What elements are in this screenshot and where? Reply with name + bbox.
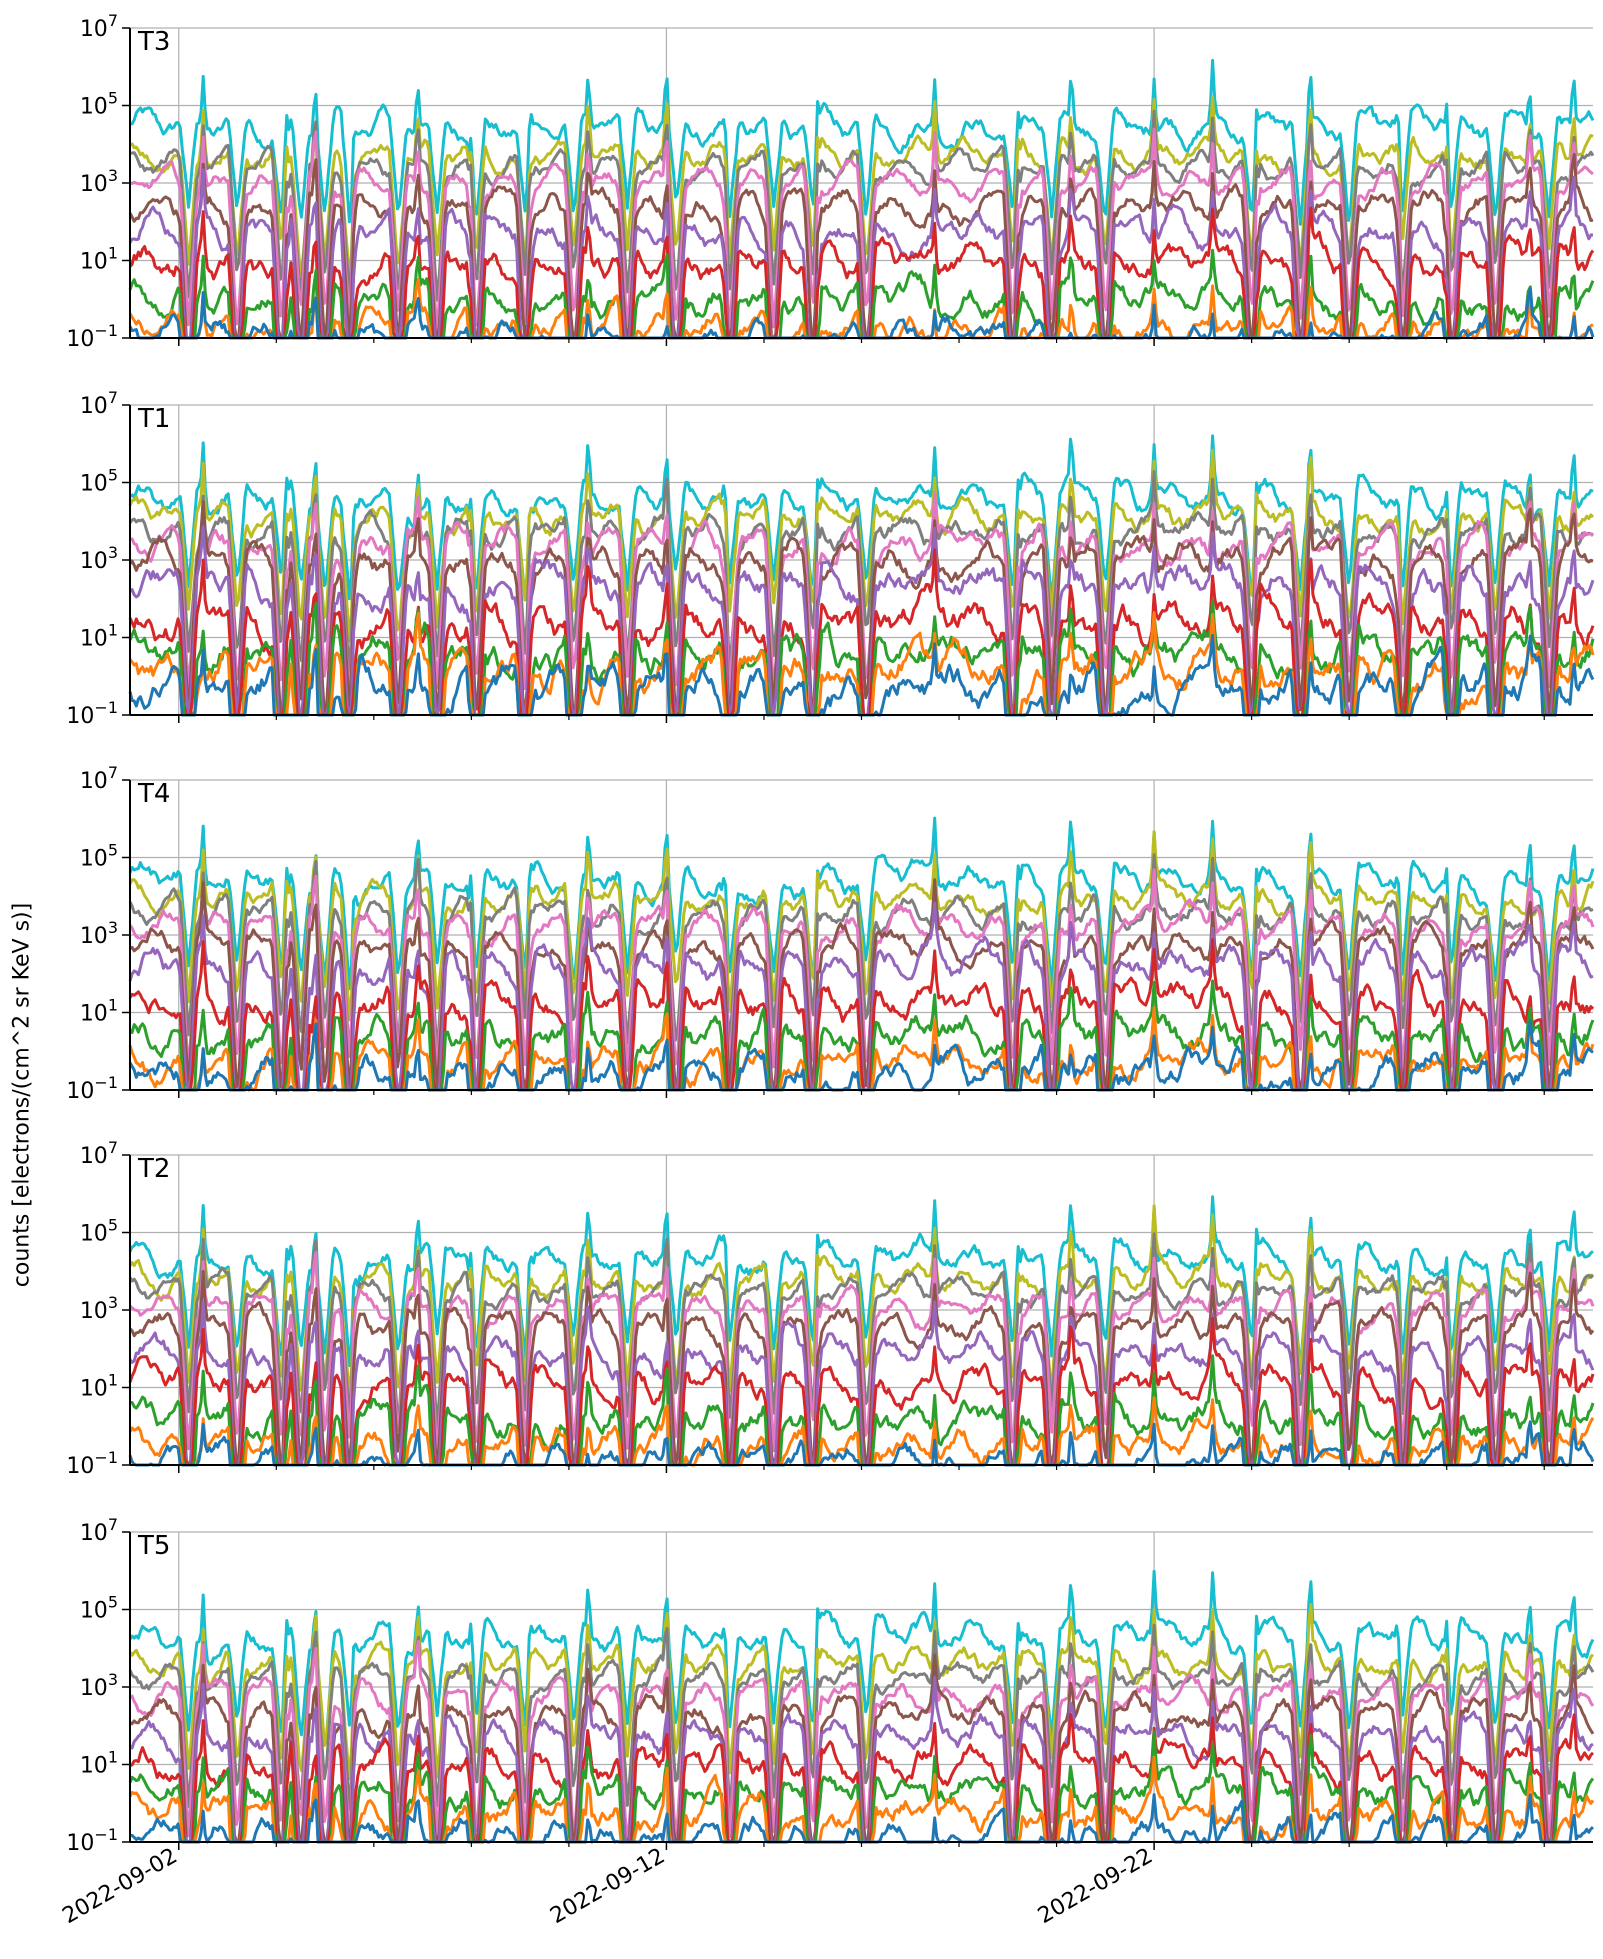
y-tick-label: 107 (80, 388, 118, 419)
series-line (128, 1623, 1595, 1812)
series-line (128, 853, 1594, 1056)
y-tick-label: 103 (80, 166, 118, 197)
series-line (128, 500, 1594, 717)
panel-title: T5 (137, 1531, 170, 1561)
y-tick-label: 101 (80, 1748, 118, 1779)
y-tick-label: 10−1 (66, 1825, 118, 1856)
series-line (129, 434, 1594, 602)
series-line (128, 1195, 1594, 1369)
y-tick-label: 105 (80, 1593, 118, 1624)
y-tick-label: 101 (80, 621, 118, 652)
y-tick-label: 107 (80, 1515, 118, 1546)
series-line (128, 470, 1594, 674)
y-tick-label: 103 (80, 1293, 118, 1324)
series-line (128, 1270, 1595, 1467)
panel-title: T1 (137, 404, 170, 434)
y-tick-label: 105 (80, 89, 118, 120)
panel-title: T3 (137, 27, 170, 57)
series-line (128, 816, 1595, 991)
x-tick-label: 2022-09-22 (1034, 1844, 1157, 1930)
x-tick-label: 2022-09-12 (546, 1844, 669, 1930)
series-line (129, 127, 1594, 336)
y-tick-label: 101 (80, 1371, 118, 1402)
y-tick-label: 10−1 (66, 1448, 118, 1479)
y-tick-label: 103 (80, 1670, 118, 1701)
panel-title: T4 (137, 779, 170, 809)
series-line (128, 1569, 1595, 1745)
y-tick-label: 103 (80, 543, 118, 574)
y-tick-label: 105 (80, 1216, 118, 1247)
y-tick-label: 10−1 (66, 321, 118, 352)
y-tick-label: 105 (80, 841, 118, 872)
y-tick-label: 10−1 (66, 698, 118, 729)
series-line (128, 1204, 1594, 1399)
y-tick-label: 101 (80, 244, 118, 275)
series-line (128, 868, 1595, 1074)
panel-title: T2 (137, 1154, 170, 1184)
y-tick-label: 103 (80, 918, 118, 949)
y-tick-label: 107 (80, 763, 118, 794)
y-tick-label: 105 (80, 466, 118, 497)
y-tick-label: 107 (80, 1138, 118, 1169)
y-tick-label: 10−1 (66, 1073, 118, 1104)
series-line (129, 58, 1595, 226)
y-tick-label: 101 (80, 996, 118, 1027)
y-tick-label: 107 (80, 11, 118, 42)
x-tick-label: 2022-09-02 (59, 1844, 182, 1930)
